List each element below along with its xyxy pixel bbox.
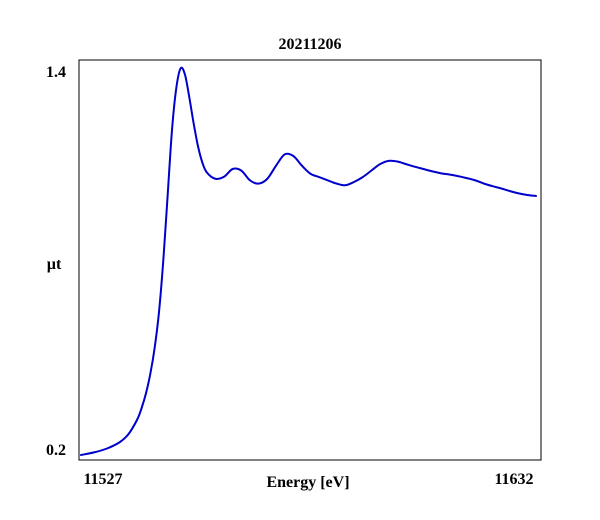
plot-area-frame xyxy=(78,59,542,461)
chart-title: 20211206 xyxy=(278,36,341,53)
y-tick-label-min: 0.2 xyxy=(46,442,66,459)
x-tick-label-min: 11527 xyxy=(83,471,122,488)
x-axis-label: Energy [eV] xyxy=(266,474,349,491)
series-line xyxy=(80,66,537,456)
x-tick-label-max: 11632 xyxy=(494,471,533,488)
y-axis-label: µt xyxy=(47,256,62,273)
y-tick-label-max: 1.4 xyxy=(46,64,66,81)
